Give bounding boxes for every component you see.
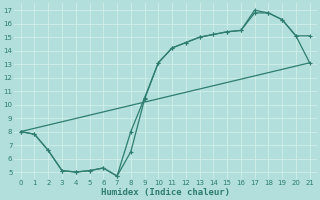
X-axis label: Humidex (Indice chaleur): Humidex (Indice chaleur)	[101, 188, 230, 197]
